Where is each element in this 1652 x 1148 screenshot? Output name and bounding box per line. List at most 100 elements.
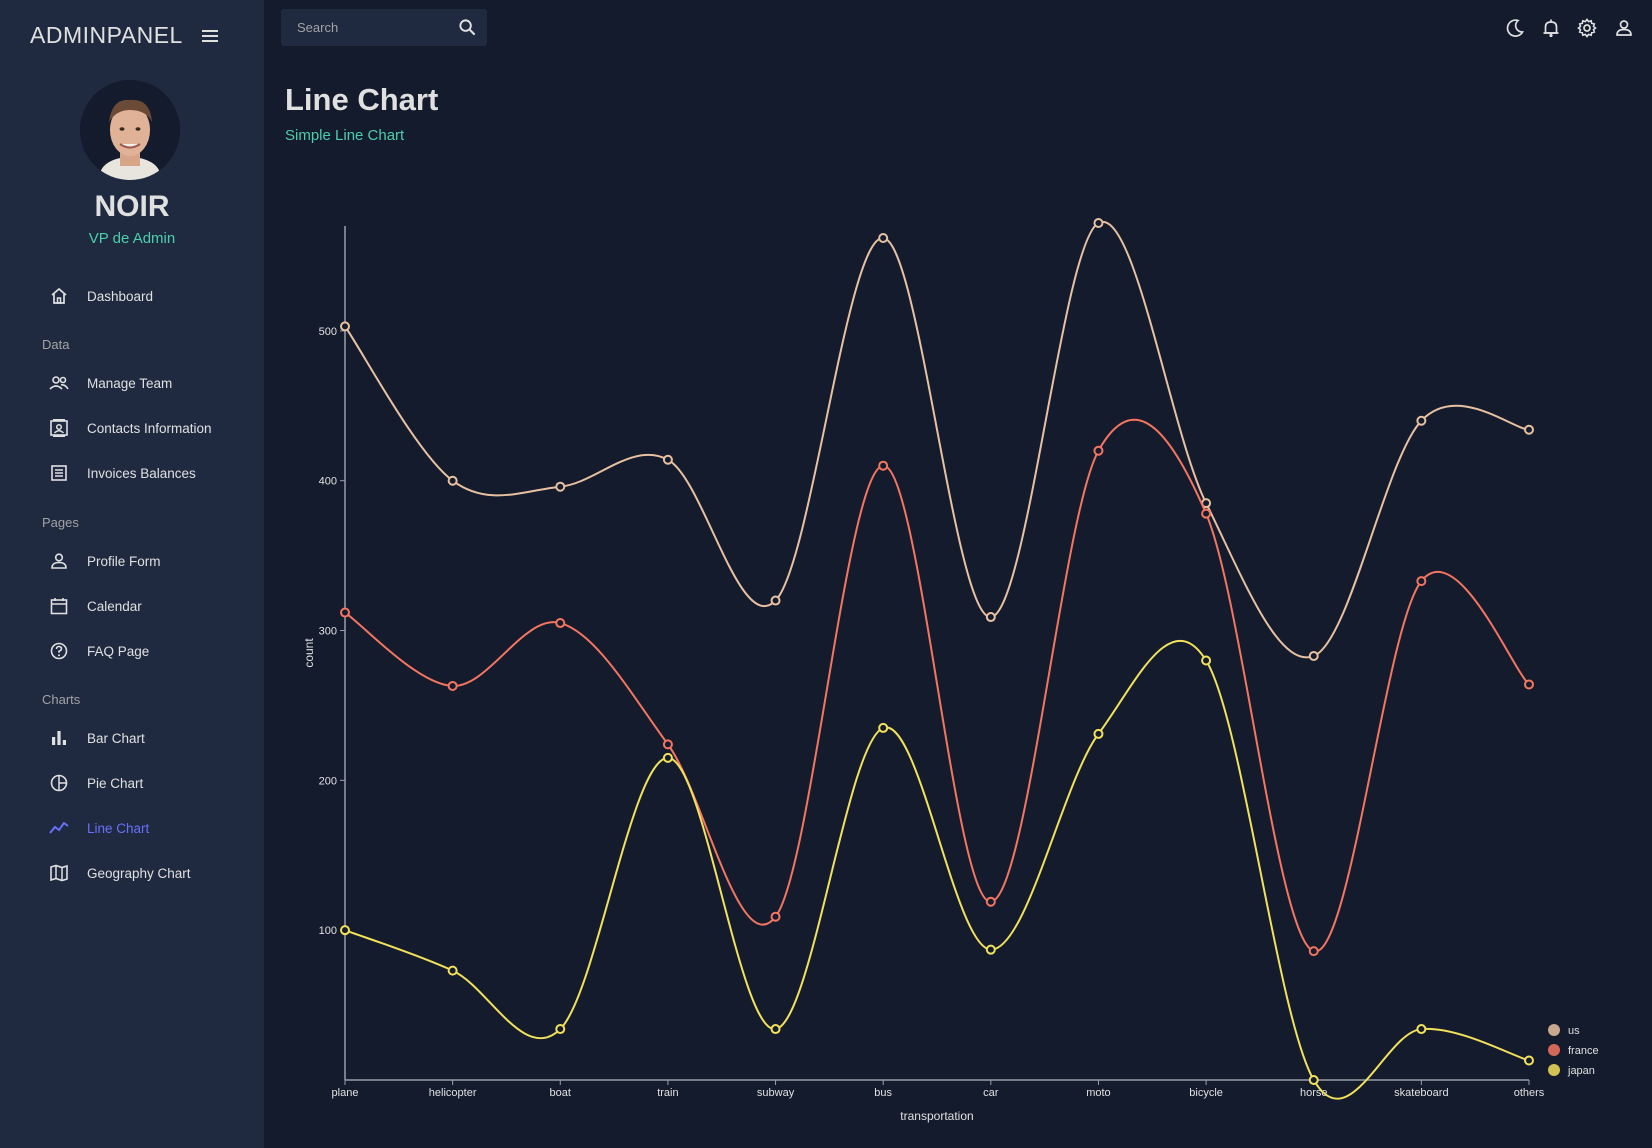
sidebar-item-bar-chart[interactable]: Bar Chart — [48, 726, 145, 750]
search-box — [281, 9, 487, 46]
data-point-france — [879, 462, 887, 470]
sidebar-item-calendar[interactable]: Calendar — [48, 594, 142, 618]
bar-chart-icon — [48, 727, 70, 749]
user-icon[interactable] — [1613, 17, 1635, 39]
x-tick-label: plane — [332, 1087, 359, 1099]
data-point-us — [664, 456, 672, 464]
data-point-us — [1094, 219, 1102, 227]
data-point-japan — [1525, 1057, 1533, 1065]
x-tick-label: car — [983, 1087, 999, 1099]
sidebar-item-label: Contacts Information — [87, 421, 212, 436]
brand-title: ADMINPANEL — [30, 22, 183, 49]
menu-icon[interactable] — [200, 26, 222, 46]
data-point-france — [1094, 447, 1102, 455]
x-tick-label: skateboard — [1394, 1087, 1448, 1099]
x-tick-label: moto — [1086, 1087, 1110, 1099]
sidebar-item-geography-chart[interactable]: Geography Chart — [48, 861, 191, 885]
data-point-japan — [556, 1025, 564, 1033]
data-point-france — [1202, 510, 1210, 518]
user-role: VP de Admin — [0, 230, 264, 247]
sidebar-item-label: Calendar — [87, 599, 142, 614]
x-tick-label: boat — [550, 1087, 571, 1099]
search-icon[interactable] — [458, 18, 477, 37]
x-tick-label: bus — [874, 1087, 892, 1099]
receipt-icon — [48, 462, 70, 484]
data-point-france — [556, 619, 564, 627]
legend-label-japan: japan — [1567, 1065, 1595, 1077]
nav-section-charts: Charts — [42, 692, 80, 707]
search-input[interactable] — [297, 20, 447, 35]
sidebar-item-label: Geography Chart — [87, 866, 191, 881]
data-point-us — [987, 613, 995, 621]
data-point-japan — [1094, 730, 1102, 738]
data-point-france — [449, 682, 457, 690]
sidebar-item-contacts[interactable]: Contacts Information — [48, 416, 212, 440]
series-line-japan — [345, 641, 1529, 1099]
y-tick-label: 100 — [319, 925, 337, 937]
pie-chart-icon — [48, 772, 70, 794]
legend-label-us: us — [1568, 1025, 1580, 1037]
x-tick-label: helicopter — [429, 1087, 477, 1099]
page-subtitle: Simple Line Chart — [285, 127, 404, 144]
page-title: Line Chart — [285, 82, 438, 118]
y-tick-label: 500 — [319, 326, 337, 338]
contacts-icon — [48, 417, 70, 439]
sidebar-item-label: Pie Chart — [87, 776, 143, 791]
data-point-us — [1525, 426, 1533, 434]
x-tick-label: subway — [757, 1087, 795, 1099]
sidebar-item-label: Bar Chart — [87, 731, 145, 746]
legend-swatch-japan — [1548, 1064, 1560, 1076]
timeline-icon — [48, 817, 70, 839]
y-tick-label: 400 — [319, 476, 337, 488]
nav-section-pages: Pages — [42, 515, 79, 530]
sidebar-item-pie-chart[interactable]: Pie Chart — [48, 771, 143, 795]
nav-section-data: Data — [42, 337, 69, 352]
legend-label-france: france — [1568, 1045, 1599, 1057]
sidebar: ADMINPANEL NOIR VP de Admin Dashboard Da… — [0, 0, 264, 1148]
data-point-japan — [879, 724, 887, 732]
sidebar-item-label: FAQ Page — [87, 644, 149, 659]
legend-swatch-us — [1548, 1024, 1560, 1036]
dark-mode-icon[interactable] — [1504, 17, 1526, 39]
sidebar-item-dashboard[interactable]: Dashboard — [48, 284, 153, 308]
data-point-us — [556, 483, 564, 491]
sidebar-item-line-chart[interactable]: Line Chart — [48, 816, 149, 840]
data-point-us — [879, 234, 887, 242]
settings-icon[interactable] — [1576, 17, 1598, 39]
data-point-france — [664, 740, 672, 748]
map-icon — [48, 862, 70, 884]
data-point-us — [449, 477, 457, 485]
data-point-japan — [772, 1025, 780, 1033]
sidebar-item-profile-form[interactable]: Profile Form — [48, 549, 161, 573]
x-tick-label: train — [657, 1087, 678, 1099]
data-point-japan — [1310, 1076, 1318, 1084]
sidebar-item-invoices[interactable]: Invoices Balances — [48, 461, 196, 485]
x-tick-label: bicycle — [1189, 1087, 1223, 1099]
sidebar-item-label: Line Chart — [87, 821, 149, 836]
y-tick-label: 300 — [319, 626, 337, 638]
data-point-france — [987, 898, 995, 906]
data-point-france — [1417, 577, 1425, 585]
data-point-us — [1417, 417, 1425, 425]
y-axis-label: count — [302, 638, 316, 668]
sidebar-item-manage-team[interactable]: Manage Team — [48, 371, 172, 395]
home-icon — [48, 285, 70, 307]
people-icon — [48, 372, 70, 394]
series-line-france — [345, 420, 1529, 952]
data-point-us — [772, 597, 780, 605]
notifications-icon[interactable] — [1540, 17, 1562, 39]
data-point-japan — [341, 926, 349, 934]
calendar-icon — [48, 595, 70, 617]
user-name: NOIR — [0, 190, 264, 224]
person-icon — [48, 550, 70, 572]
data-point-france — [341, 609, 349, 617]
sidebar-item-faq[interactable]: FAQ Page — [48, 639, 149, 663]
data-point-france — [1525, 680, 1533, 688]
sidebar-item-label: Profile Form — [87, 554, 161, 569]
data-point-japan — [449, 967, 457, 975]
data-point-japan — [987, 946, 995, 954]
help-icon — [48, 640, 70, 662]
data-point-us — [341, 322, 349, 330]
line-chart: 100 200 300 400 500 plane helicopter boat train s… — [264, 150, 1652, 1148]
